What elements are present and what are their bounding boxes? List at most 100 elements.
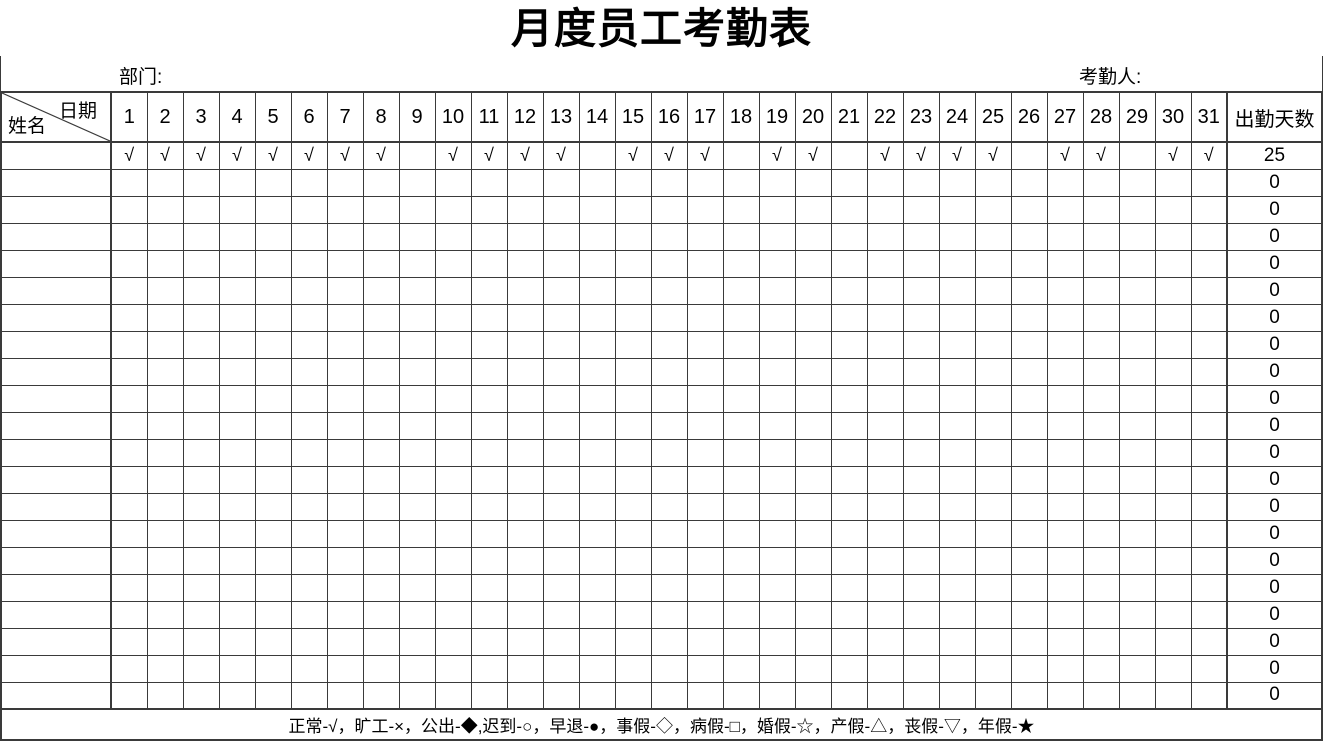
day-header: 18: [722, 91, 760, 143]
day-mark-cell: [1118, 438, 1156, 467]
total-days-cell: 0: [1226, 195, 1323, 224]
day-mark-cell: √: [542, 141, 580, 170]
day-mark-cell: [578, 141, 616, 170]
day-mark-cell: [758, 384, 796, 413]
day-mark-cell: [290, 195, 328, 224]
attendance-row: 0: [0, 276, 1323, 305]
day-mark-cell: [182, 384, 220, 413]
day-mark-cell: [1082, 303, 1120, 332]
day-mark-cell: [938, 546, 976, 575]
day-mark-cell: [614, 411, 652, 440]
day-mark-cell: [110, 654, 148, 683]
day-mark-cell: [578, 411, 616, 440]
day-mark-cell: [1154, 654, 1192, 683]
day-mark-cell: [326, 492, 364, 521]
day-mark-cell: [974, 438, 1012, 467]
day-mark-cell: [398, 492, 436, 521]
day-mark-cell: [578, 654, 616, 683]
day-mark-cell: [1154, 168, 1192, 197]
day-mark-cell: [1046, 492, 1084, 521]
day-mark-cell: [866, 519, 904, 548]
day-mark-cell: [182, 681, 220, 710]
day-mark-cell: [866, 168, 904, 197]
day-mark-cell: [1190, 330, 1228, 359]
day-mark-cell: [146, 168, 184, 197]
day-mark-cell: [326, 384, 364, 413]
day-mark-cell: [938, 600, 976, 629]
day-mark-cell: [758, 600, 796, 629]
day-mark-cell: [650, 654, 688, 683]
day-mark-cell: √: [902, 141, 940, 170]
corner-name-label: 姓名: [8, 116, 47, 137]
day-mark-cell: [146, 330, 184, 359]
employee-name-cell: [0, 519, 112, 548]
total-days-cell: 0: [1226, 411, 1323, 440]
day-mark-cell: [758, 303, 796, 332]
day-mark-cell: [146, 303, 184, 332]
day-mark-cell: [146, 627, 184, 656]
day-mark-cell: [578, 384, 616, 413]
day-mark-cell: [542, 627, 580, 656]
day-mark-cell: [146, 465, 184, 494]
day-mark-cell: [794, 654, 832, 683]
day-mark-cell: [218, 627, 256, 656]
day-mark-cell: [758, 546, 796, 575]
day-mark-cell: [254, 438, 292, 467]
attendance-row: 0: [0, 681, 1323, 710]
day-mark-cell: [938, 573, 976, 602]
day-mark-cell: [1046, 546, 1084, 575]
employee-name-cell: [0, 141, 112, 170]
day-mark-cell: [1046, 195, 1084, 224]
employee-name-cell: [0, 600, 112, 629]
day-header: 3: [182, 91, 220, 143]
day-mark-cell: [290, 303, 328, 332]
day-mark-cell: [578, 276, 616, 305]
day-mark-cell: [398, 276, 436, 305]
day-mark-cell: [254, 195, 292, 224]
attendance-row: 0: [0, 627, 1323, 656]
day-mark-cell: [614, 681, 652, 710]
attendance-row: 0: [0, 249, 1323, 278]
total-days-cell: 0: [1226, 573, 1323, 602]
day-mark-cell: √: [794, 141, 832, 170]
day-mark-cell: [830, 465, 868, 494]
day-mark-cell: [650, 303, 688, 332]
day-mark-cell: [1190, 438, 1228, 467]
day-mark-cell: [1046, 303, 1084, 332]
day-mark-cell: [434, 492, 472, 521]
day-mark-cell: [722, 492, 760, 521]
day-mark-cell: [398, 195, 436, 224]
day-mark-cell: [146, 600, 184, 629]
day-mark-cell: [1118, 654, 1156, 683]
day-mark-cell: [722, 222, 760, 251]
day-mark-cell: [182, 519, 220, 548]
day-mark-cell: [938, 384, 976, 413]
day-mark-cell: [866, 573, 904, 602]
day-mark-cell: [470, 411, 508, 440]
day-mark-cell: [506, 168, 544, 197]
day-mark-cell: [1118, 303, 1156, 332]
day-mark-cell: [722, 519, 760, 548]
day-header: 10: [434, 91, 472, 143]
day-mark-cell: [254, 681, 292, 710]
day-mark-cell: [1118, 600, 1156, 629]
day-mark-cell: [902, 303, 940, 332]
day-mark-cell: [254, 222, 292, 251]
day-mark-cell: [398, 411, 436, 440]
table-body: √ √ √ √ √ √ √ √ √ √ √ √ √ √ √ √ √ √ √ √ √ √ √ √ √ 25 0 0 0 0 0 0 0 0 0 0 0 0 0…: [0, 141, 1323, 710]
day-mark-cell: [1154, 519, 1192, 548]
day-mark-cell: [470, 249, 508, 278]
day-mark-cell: [326, 276, 364, 305]
day-mark-cell: [902, 465, 940, 494]
day-mark-cell: [542, 600, 580, 629]
day-mark-cell: [1082, 195, 1120, 224]
day-mark-cell: [434, 384, 472, 413]
day-mark-cell: [686, 330, 724, 359]
total-days-cell: 0: [1226, 519, 1323, 548]
day-mark-cell: [434, 195, 472, 224]
day-mark-cell: [1190, 249, 1228, 278]
day-mark-cell: [938, 492, 976, 521]
day-mark-cell: [506, 654, 544, 683]
day-mark-cell: [974, 600, 1012, 629]
day-mark-cell: [326, 330, 364, 359]
